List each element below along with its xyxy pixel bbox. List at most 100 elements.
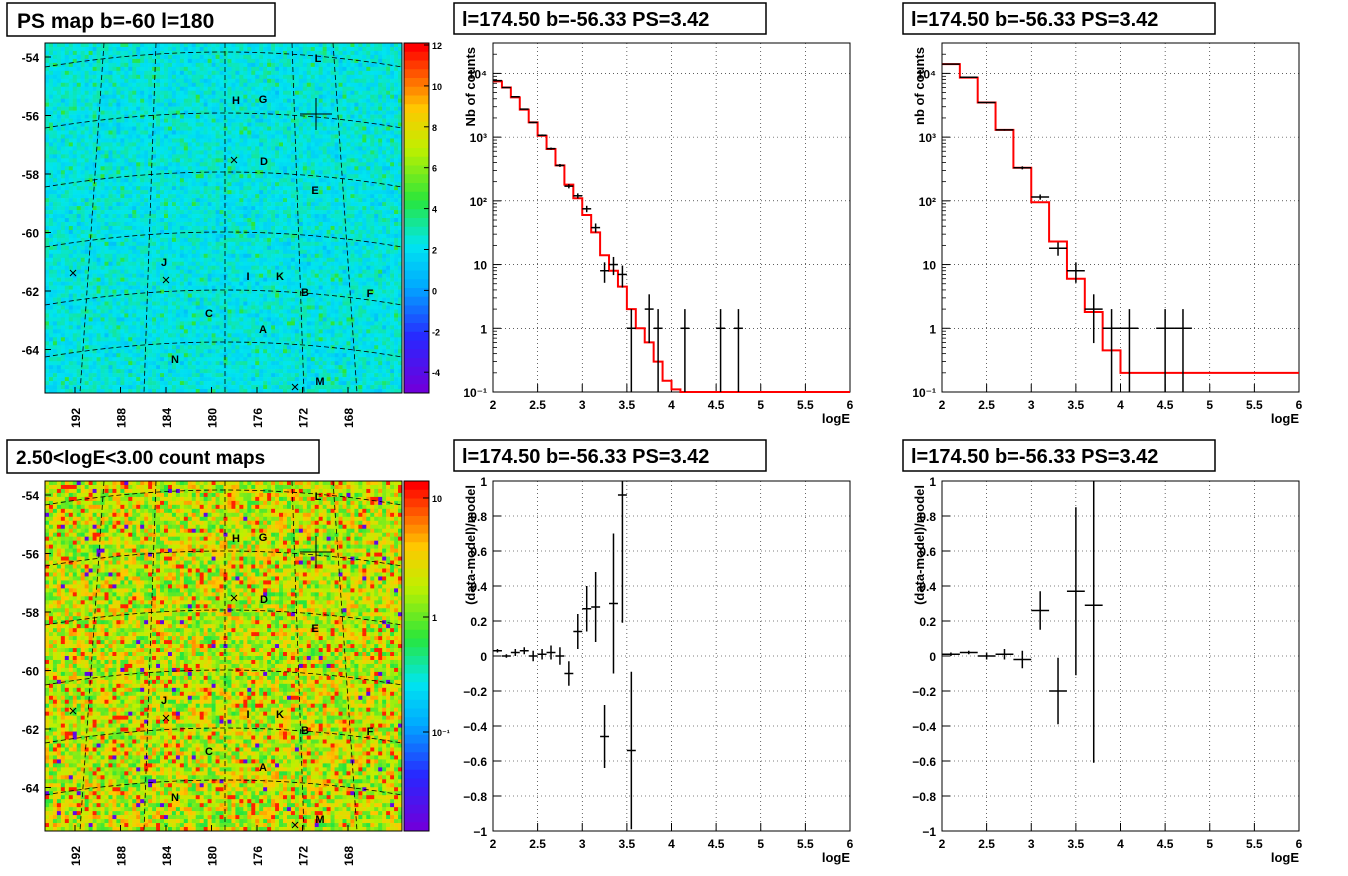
map-pixel [92, 221, 97, 227]
map-pixel [203, 154, 208, 159]
map-pixel [338, 138, 343, 143]
map-pixel [104, 146, 109, 151]
map-pixel [330, 78, 335, 84]
map-pixel [294, 70, 300, 76]
map-pixel [195, 245, 200, 251]
map-pixel [76, 142, 81, 147]
map-pixel [346, 233, 351, 239]
map-pixel [326, 70, 331, 76]
map-pixel [48, 221, 54, 227]
map-pixel [144, 206, 149, 211]
map-pixel [160, 82, 165, 88]
map-pixel [310, 257, 316, 263]
map-pixel [64, 86, 70, 92]
map-pixel [64, 162, 70, 167]
map-pixel [167, 206, 173, 211]
map-pixel [326, 194, 331, 199]
map-pixel [354, 170, 359, 175]
map-pixel [318, 102, 323, 107]
map-pixel [394, 54, 399, 60]
map-pixel [76, 261, 81, 267]
map-pixel [286, 225, 292, 231]
map-pixel [231, 241, 236, 247]
map-pixel [322, 225, 327, 231]
map-pixel [199, 114, 204, 119]
map-pixel [283, 210, 288, 215]
map-pixel [60, 174, 66, 179]
map-pixel [171, 178, 177, 183]
map-pixel [283, 245, 288, 251]
map-pixel [203, 118, 208, 123]
map-pixel [350, 202, 355, 207]
map-pixel [350, 210, 355, 215]
map-pixel [330, 126, 335, 131]
map-pixel [314, 58, 319, 64]
map-pixel [195, 138, 200, 143]
map-pixel [195, 102, 200, 107]
map-pixel [84, 46, 89, 52]
map-pixel [243, 225, 248, 231]
map-pixel [390, 249, 395, 255]
map-pixel [96, 194, 101, 199]
map-pixel [378, 70, 383, 76]
map-pixel [382, 178, 387, 183]
map-pixel [167, 225, 173, 231]
map-pixel [144, 241, 149, 247]
map-pixel [283, 218, 288, 223]
map-pixel [354, 118, 359, 123]
map-pixel [203, 78, 208, 84]
map-pixel [199, 182, 204, 187]
map-pixel [183, 62, 189, 68]
map-pixel [223, 202, 228, 207]
map-pixel [350, 86, 355, 92]
map-pixel [183, 229, 189, 235]
map-pixel [148, 182, 153, 187]
map-pixel [398, 78, 403, 84]
map-pixel [211, 194, 216, 199]
map-pixel [156, 261, 161, 267]
map-pixel [164, 245, 169, 251]
map-pixel [112, 82, 117, 88]
map-pixel [314, 82, 319, 88]
map-pixel [362, 249, 367, 255]
map-pixel [358, 178, 363, 183]
map-pixel [108, 70, 113, 76]
map-pixel [215, 182, 220, 187]
map-pixel [294, 98, 300, 103]
map-pixel [318, 70, 323, 76]
map-pixel [167, 253, 173, 259]
map-pixel [104, 130, 109, 135]
map-pixel [72, 70, 78, 76]
map-pixel [259, 58, 264, 64]
map-pixel [290, 174, 296, 179]
map-pixel [342, 170, 347, 175]
map-pixel [167, 58, 173, 64]
map-pixel [167, 245, 173, 251]
map-pixel [255, 186, 260, 191]
map-pixel [68, 233, 74, 239]
map-pixel [160, 158, 165, 163]
map-pixel [124, 194, 129, 199]
map-pixel [326, 206, 331, 211]
map-pixel [116, 190, 121, 195]
map-pixel [92, 249, 97, 255]
map-pixel [255, 150, 260, 155]
map-pixel [128, 50, 133, 56]
map-pixel [191, 90, 197, 96]
map-pixel [112, 66, 117, 72]
map-pixel [88, 225, 93, 231]
map-pixel [231, 190, 236, 195]
map-pixel [294, 82, 300, 88]
map-pixel [207, 221, 212, 227]
title-box-spec2: l=174.50 b=-56.33 PS=3.42 [902, 2, 1216, 35]
map-pixel [219, 86, 224, 92]
map-pixel [279, 74, 284, 80]
map-pixel [104, 86, 109, 92]
map-pixel [310, 50, 316, 56]
map-pixel [378, 90, 383, 96]
map-pixel [56, 261, 62, 267]
map-pixel [179, 130, 185, 135]
map-pixel [144, 102, 149, 107]
map-pixel [386, 78, 391, 84]
map-pixel [322, 162, 327, 167]
